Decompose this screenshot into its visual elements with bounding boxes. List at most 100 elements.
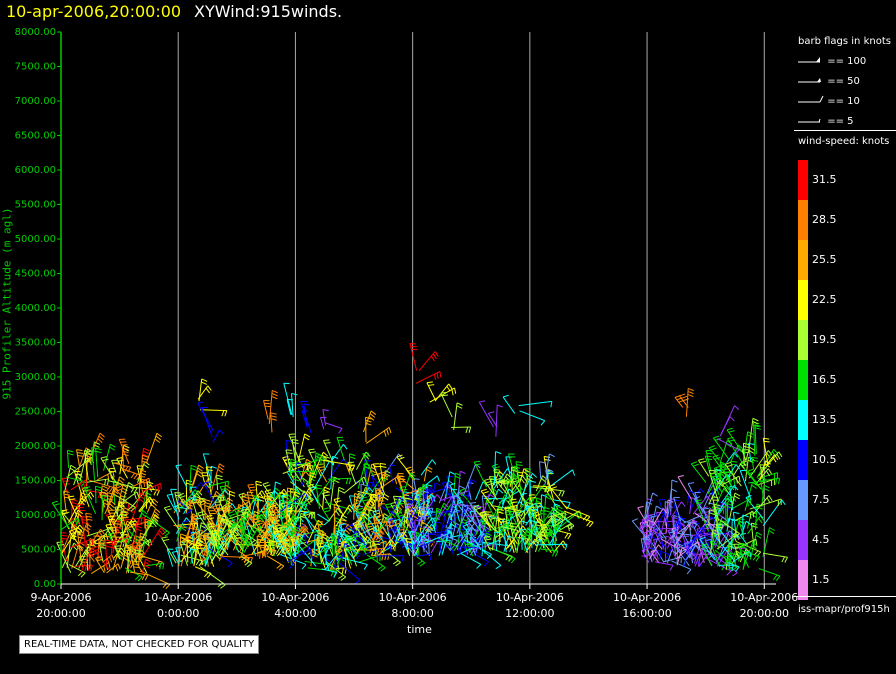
barb-flag (393, 519, 401, 521)
barb-flag (714, 456, 721, 460)
barb-shaft (330, 533, 334, 556)
wind-barb (642, 537, 653, 563)
barb-flag (508, 556, 513, 563)
barb-flag (191, 531, 198, 534)
barb-shaft (552, 510, 580, 528)
barb-flag (190, 464, 197, 468)
barb-flag (210, 465, 217, 469)
wind-barb (725, 495, 732, 527)
barb-flag (364, 454, 370, 460)
barb-flag (236, 528, 239, 535)
wind-barb (652, 508, 668, 527)
barb-flag (340, 576, 347, 581)
barb-flag (554, 503, 561, 507)
barb-flag (154, 438, 161, 443)
barb-shaft (300, 488, 310, 504)
wind-barb (363, 545, 392, 556)
barb-flag (515, 461, 523, 464)
barb-shaft (76, 449, 80, 466)
wind-barb (407, 504, 416, 519)
barb-flag (522, 475, 527, 481)
barb-shaft (716, 533, 737, 550)
barb-flag (163, 538, 170, 542)
barb-flag (321, 454, 327, 460)
barb-flag (143, 447, 150, 452)
wind-barb (66, 476, 86, 487)
barb-flag (198, 464, 204, 469)
barb-flag (381, 527, 387, 533)
barb-flag (414, 519, 421, 522)
barb-flag (526, 529, 532, 535)
barb-flag (737, 543, 744, 546)
barb-flag (641, 538, 648, 541)
barb-flag (145, 494, 151, 499)
wind-barb (369, 493, 377, 513)
barb-flag (726, 427, 733, 431)
barb-shaft (366, 554, 386, 568)
barb-flag (145, 558, 151, 563)
barb-shaft (345, 537, 357, 557)
wind-barb (244, 533, 258, 546)
barb-shaft (223, 518, 245, 533)
barb-shaft (540, 548, 558, 552)
barb-flag (247, 483, 254, 486)
barb-flag (119, 502, 125, 507)
wind-barb (456, 485, 465, 504)
barb-shaft (327, 458, 344, 480)
barb-flag (304, 524, 309, 530)
barb-flag (143, 480, 146, 487)
barb-shaft (480, 537, 483, 556)
barb-shaft (141, 559, 147, 574)
barb-flag (105, 542, 112, 545)
wind-barb (111, 459, 119, 473)
barb-shaft (683, 545, 692, 567)
barb-flag (110, 443, 116, 448)
barb-shaft (136, 465, 142, 483)
barb-flag (484, 525, 490, 531)
wind-barb (205, 466, 213, 495)
barb-flag (218, 514, 225, 518)
barb-shaft (356, 509, 371, 529)
barb-shaft (202, 453, 213, 484)
barb-shaft (369, 490, 381, 512)
barb-shaft (456, 507, 469, 534)
wind-barb (750, 522, 758, 540)
barb-flag (133, 487, 138, 494)
wind-barb (503, 504, 518, 513)
wind-barb (337, 528, 358, 555)
wind-barb (379, 462, 387, 481)
barb-flag (494, 531, 501, 534)
barb-flag (403, 515, 409, 520)
wind-barb (330, 443, 348, 462)
barb-shaft (191, 493, 204, 501)
barb-flag (255, 480, 262, 484)
barb-flag (485, 498, 492, 501)
barb-shaft (210, 463, 220, 493)
barb-shaft (66, 450, 70, 468)
wind-barb (295, 462, 304, 486)
wind-barb (91, 447, 98, 480)
wind-barb (313, 534, 321, 556)
barb-flag (142, 450, 149, 455)
barb-shaft (322, 509, 331, 522)
barb-shaft (384, 504, 393, 519)
barb-flag (107, 478, 110, 485)
barb-shaft (317, 513, 329, 522)
barb-flag (155, 435, 162, 441)
barb-flag (226, 506, 232, 512)
barb-flag (90, 491, 95, 498)
wind-barb (631, 518, 651, 543)
wind-barb (396, 454, 416, 481)
wind-barb (461, 503, 469, 523)
barb-shaft (196, 517, 201, 544)
barb-shaft (530, 520, 533, 549)
barb-flag (246, 557, 250, 564)
barb-flag (691, 556, 697, 562)
barb-flag (474, 460, 481, 463)
wind-barb (710, 472, 723, 493)
barb-shaft (523, 501, 526, 525)
barb-flag (691, 461, 698, 465)
barb-flag (335, 506, 342, 510)
wind-barb (120, 511, 128, 543)
wind-barb (255, 480, 263, 509)
